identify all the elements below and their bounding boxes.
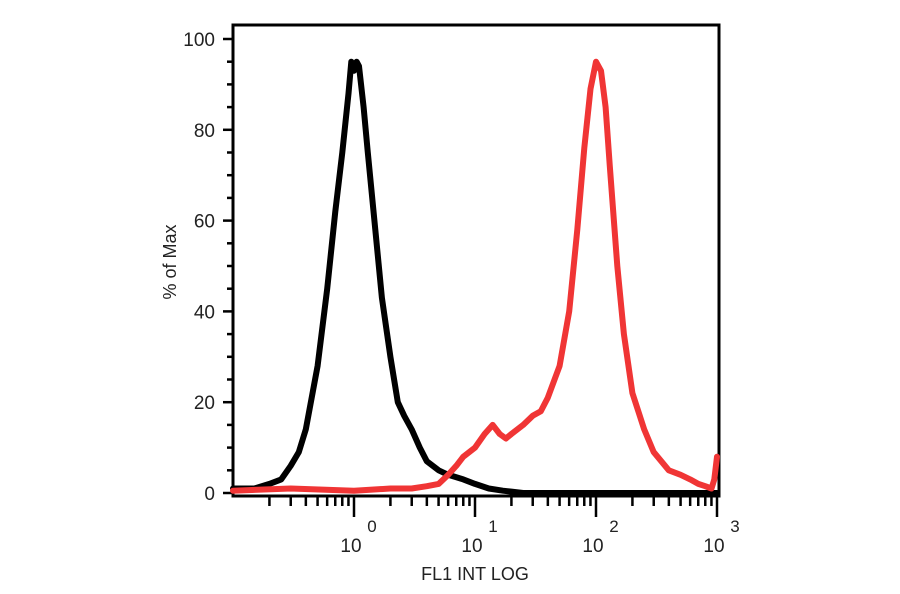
y-tick-label: 80 [194,121,215,142]
x-tick-exponent: 2 [609,517,618,536]
y-tick-label: 20 [194,393,215,414]
x-tick-exponent: 3 [730,517,739,536]
y-tick-label: 100 [183,30,215,51]
y-tick-label: 0 [204,484,215,505]
series-layer [230,58,720,496]
x-tick-label: 10 [340,536,361,557]
x-tick-exponent: 1 [488,517,497,536]
x-axis-title: FL1 INT LOG [421,564,529,584]
x-tick-label: 10 [582,536,603,557]
x-tick-label: 10 [461,536,482,557]
x-tick-label: 10 [703,536,724,557]
x-tick-exponent: 0 [367,517,376,536]
y-tick-label: 40 [194,302,215,323]
y-axis-title: % of Max [160,224,180,299]
control-histogram-line [230,58,720,496]
x-axis: 10 0 10 1 10 2 10 3 [268,497,740,557]
stained-histogram-line [230,58,720,494]
plot-frame [231,23,721,498]
y-axis: 0 20 40 60 80 100 [183,30,233,505]
y-tick-label: 60 [194,212,215,233]
